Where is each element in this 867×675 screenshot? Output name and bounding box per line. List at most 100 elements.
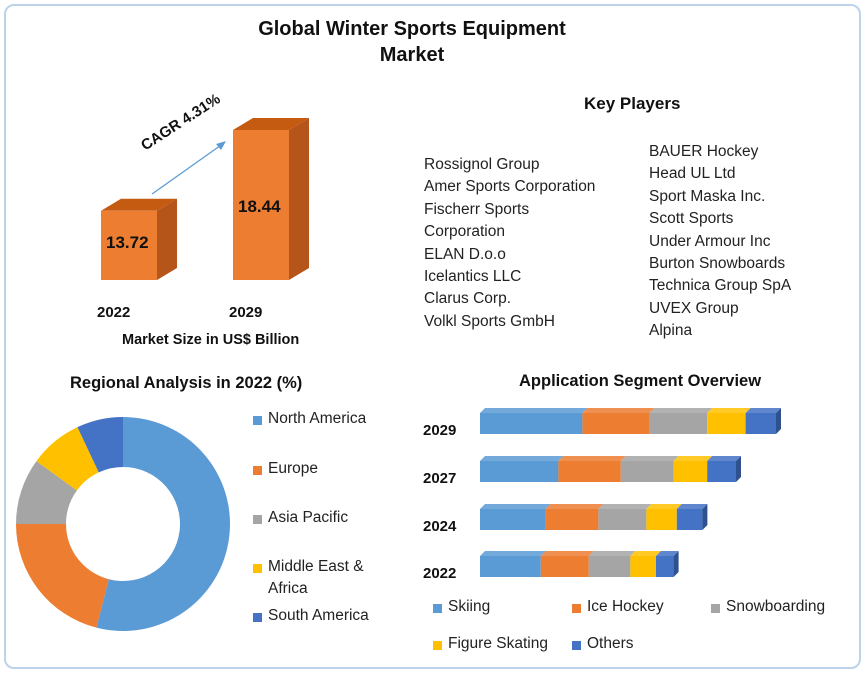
bar-segment-top — [656, 551, 679, 556]
market-caption: Market Size in US$ Billion — [122, 332, 300, 348]
key-player-item: BAUER Hockey — [649, 143, 759, 160]
bar-segment-top — [540, 551, 594, 556]
legend-label: North America — [268, 410, 367, 427]
key-player-item: Fischerr Sports — [424, 200, 530, 218]
bar-segment — [656, 556, 674, 577]
bar-segment-top — [598, 504, 652, 509]
key-player-item: Volkl Sports GmbH — [424, 312, 555, 330]
legend-label: Skiing — [448, 598, 491, 615]
value-2022: 13.72 — [106, 233, 149, 252]
bar-segment-top — [582, 408, 655, 413]
bar-segment-top — [707, 456, 741, 461]
bar-segment — [558, 461, 621, 482]
bar-segment-top — [649, 408, 713, 413]
key-player-item: Head UL Ltd — [649, 165, 736, 183]
key-players-heading: Key Players — [584, 94, 681, 113]
donut-slice — [36, 427, 99, 491]
legend-swatch — [253, 613, 262, 622]
key-player-item: Icelantics LLC — [424, 268, 522, 286]
year-label-2022: 2022 — [97, 304, 131, 321]
cagr-arrow — [151, 142, 225, 195]
bar-front — [233, 130, 289, 280]
bar-end — [702, 504, 708, 530]
legend-swatch — [572, 641, 581, 650]
key-player-item: Burton Snowboards — [649, 255, 786, 273]
bar-segment-top — [745, 408, 781, 413]
title-line: Market — [379, 44, 445, 66]
legend-label: Snowboarding — [726, 598, 826, 615]
regional-title: Regional Analysis in 2022 (%) — [70, 374, 303, 392]
frame-border — [4, 4, 861, 669]
bar-side — [157, 198, 177, 280]
year-label-2029: 2029 — [229, 304, 263, 321]
bar-segment — [646, 509, 677, 530]
legend-label: Europe — [268, 460, 318, 477]
legend-label: Figure Skating — [448, 635, 548, 652]
bar-top — [101, 198, 177, 211]
bar-segment-top — [646, 504, 682, 509]
legend-label: Africa — [268, 580, 308, 597]
key-player-item: Rossignol Group — [424, 156, 540, 173]
bar-end — [736, 456, 741, 482]
key-player-item: ELAN D.o.o — [424, 245, 506, 263]
bar-segment — [480, 556, 541, 577]
arrow-head — [216, 141, 226, 150]
bar-top — [233, 118, 309, 130]
key-player-item: Scott Sports — [649, 210, 734, 228]
bar-segment — [588, 556, 631, 577]
legend-swatch — [433, 604, 442, 613]
year-label: 2027 — [423, 470, 457, 487]
key-player-item: Technica Group SpA — [649, 277, 792, 295]
bar-segment — [480, 509, 546, 530]
legend-label: Ice Hockey — [587, 598, 664, 615]
bar-segment-top — [480, 456, 564, 461]
bar-segment — [598, 509, 647, 530]
bar-segment-top — [707, 408, 751, 413]
bar-segment-top — [480, 504, 551, 509]
bar-segment — [620, 461, 674, 482]
bar-segment-top — [480, 408, 588, 413]
donut-slice — [16, 461, 77, 524]
bar-end — [673, 551, 679, 577]
bar-segment — [480, 413, 583, 434]
bar-segment-top — [630, 551, 661, 556]
bar-segment — [630, 556, 656, 577]
legend-swatch — [253, 466, 262, 475]
key-player-item: Clarus Corp. — [424, 290, 511, 308]
bar-side — [289, 118, 309, 280]
key-player-item: Alpina — [649, 322, 693, 340]
page-title: Global Winter Sports Equipment Market — [0, 16, 824, 68]
legend-label: Middle East & — [268, 558, 364, 575]
bar-segment — [745, 413, 776, 434]
bar-segment — [676, 509, 703, 530]
key-player-item: UVEX Group — [649, 299, 739, 317]
bar-segment-top — [676, 504, 708, 509]
bar-segment-top — [480, 551, 546, 556]
donut-slice — [16, 524, 109, 628]
legend-swatch — [253, 564, 262, 573]
bar-segment — [707, 461, 736, 482]
donut-slice — [96, 417, 230, 632]
key-player-item: Amer Sports Corporation — [424, 178, 596, 196]
bar-segment — [582, 413, 650, 434]
key-player-item: Under Armour Inc — [649, 232, 771, 250]
legend-swatch — [253, 416, 262, 425]
legend-swatch — [711, 604, 720, 613]
key-players-col2: BAUER Hockey Head UL Ltd Sport Maska Inc. S… — [649, 141, 791, 343]
legend-swatch — [433, 641, 442, 650]
application-title: Application Segment Overview — [519, 372, 762, 390]
year-label: 2024 — [423, 518, 457, 535]
year-label: 2022 — [423, 565, 457, 582]
value-2029: 18.44 — [238, 197, 281, 216]
bar-segment-top — [673, 456, 713, 461]
year-label: 2029 — [423, 422, 457, 439]
title-line: Global Winter Sports Equipment — [258, 18, 566, 40]
bar-segment-top — [545, 504, 604, 509]
bar-segment — [545, 509, 599, 530]
legend-label: Asia Pacific — [268, 509, 349, 526]
legend-swatch — [253, 515, 262, 524]
key-player-item: Sport Maska Inc. — [649, 187, 766, 205]
